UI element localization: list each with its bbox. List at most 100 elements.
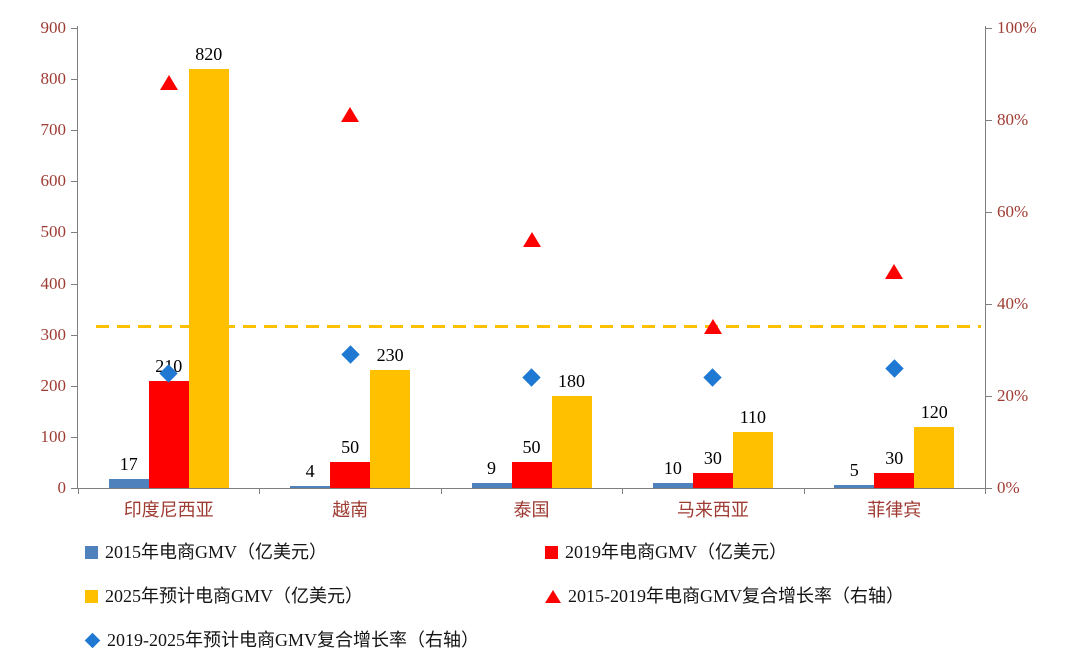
y-axis-left-tick-label: 400 [40, 273, 67, 293]
legend-label: 2019-2025年预计电商GMV复合增长率（右轴） [107, 630, 479, 650]
y-axis-left-tick [71, 28, 77, 29]
y-axis-left-tick-label: 600 [40, 171, 67, 191]
x-axis-tick [440, 488, 442, 494]
bar-value-label: 120 [920, 401, 948, 422]
cagr-2019-2025-diamond-marker [703, 368, 723, 387]
bar-value-label: 820 [195, 43, 223, 64]
category-label: 马来西亚 [676, 500, 749, 520]
legend-label: 2025年预计电商GMV（亿美元） [105, 586, 364, 606]
bar-value-label: 17 [119, 454, 138, 475]
y-axis-left-line [77, 26, 78, 489]
legend-label: 2015年电商GMV（亿美元） [105, 542, 328, 562]
bar-gmv2015 [108, 479, 149, 488]
legend-item-gmv2019: 2019年电商GMV（亿美元） [545, 542, 904, 562]
bar-gmv2025 [551, 396, 592, 488]
bar-value-label: 50 [341, 437, 360, 458]
y-axis-right-tick [986, 120, 992, 121]
legend-label: 2015-2019年电商GMV复合增长率（右轴） [568, 586, 904, 606]
legend-label: 2019年电商GMV（亿美元） [565, 542, 788, 562]
bar-gmv2025 [732, 431, 773, 488]
bar-gmv2015 [834, 485, 875, 488]
category-label: 越南 [332, 500, 369, 520]
bar-gmv2019 [692, 472, 733, 488]
bar-value-label: 4 [305, 460, 315, 481]
legend-square-icon [85, 589, 98, 603]
x-axis-tick [622, 488, 624, 494]
y-axis-right-tick-label: 100% [997, 18, 1037, 37]
y-axis-left-tick-label: 100 [40, 426, 67, 446]
y-axis-left-tick [71, 181, 77, 183]
legend-item-cagr1925: 2019-2025年预计电商GMV复合增长率（右轴） [84, 630, 545, 650]
x-axis-tick [803, 488, 805, 494]
bar-value-label: 230 [376, 345, 404, 366]
y-axis-right-tick-label: 0% [997, 478, 1020, 497]
bar-gmv2019 [511, 462, 552, 488]
y-axis-right-tick [986, 28, 992, 29]
y-axis-right-tick [986, 212, 992, 213]
bar-value-label: 10 [663, 457, 682, 478]
y-axis-left-tick-label: 300 [40, 324, 67, 344]
y-axis-left-tick [71, 232, 77, 234]
legend-square-icon [545, 545, 558, 559]
cagr-2015-2019-triangle-marker [159, 75, 178, 91]
y-axis-left-tick-label: 500 [40, 222, 67, 242]
legend: 2015年电商GMV（亿美元） 2019年电商GMV（亿美元） 2025年预计电商G… [84, 542, 904, 650]
cagr-2015-2019-triangle-marker [703, 319, 722, 334]
y-axis-left-tick [71, 436, 77, 438]
category-label: 印度尼西亚 [123, 500, 214, 520]
bar-value-label: 30 [703, 447, 722, 468]
y-axis-right-tick [986, 488, 992, 489]
y-axis-right-tick [986, 304, 992, 305]
x-axis-tick [78, 488, 79, 494]
target-dashed-line [96, 325, 981, 328]
y-axis-left-tick [71, 385, 77, 387]
cagr-2015-2019-triangle-marker [341, 107, 360, 123]
x-axis-tick [259, 488, 261, 494]
y-axis-right-tick-label: 60% [997, 202, 1029, 221]
bar-value-label: 110 [739, 406, 767, 427]
bar-gmv2019 [148, 380, 189, 488]
y-axis-left-tick-label: 700 [40, 120, 67, 140]
y-axis-right-line [985, 26, 986, 489]
x-axis-tick [985, 488, 986, 494]
bar-value-label: 180 [558, 371, 585, 391]
cagr-2019-2025-diamond-marker [885, 359, 904, 378]
y-axis-left-tick-label: 0 [57, 478, 67, 497]
y-axis-left-tick-label: 800 [40, 69, 67, 89]
y-axis-right-tick-label: 80% [997, 110, 1029, 129]
category-label: 菲律宾 [867, 500, 922, 520]
y-axis-left-tick [71, 334, 77, 336]
cagr-2015-2019-triangle-marker [885, 263, 904, 279]
bar-gmv2015 [290, 485, 331, 488]
bar-gmv2025 [370, 370, 411, 488]
legend-item-gmv2015: 2015年电商GMV（亿美元） [85, 542, 545, 562]
legend-triangle-icon [545, 589, 561, 603]
bar-gmv2015 [652, 482, 693, 488]
bar-value-label: 9 [487, 458, 496, 479]
bar-value-label: 5 [849, 460, 859, 481]
y-axis-right-tick-label: 40% [997, 294, 1029, 313]
cagr-2015-2019-triangle-marker [522, 231, 541, 247]
bar-value-label: 50 [522, 437, 541, 458]
bar-gmv2019 [874, 472, 915, 488]
category-label: 泰国 [513, 500, 550, 520]
x-axis-line [77, 488, 986, 489]
legend-item-cagr1519: 2015-2019年电商GMV复合增长率（右轴） [545, 586, 904, 606]
y-axis-left-tick [71, 283, 77, 285]
y-axis-left-tick-label: 200 [40, 375, 67, 395]
y-axis-left-tick-label: 900 [40, 18, 67, 37]
y-axis-left-tick [71, 79, 77, 81]
bar-gmv2025 [188, 68, 229, 488]
y-axis-right-tick [986, 396, 992, 397]
bar-gmv2015 [471, 483, 512, 488]
legend-square-icon [85, 545, 98, 559]
y-axis-left-tick [71, 488, 77, 489]
legend-item-gmv2025: 2025年预计电商GMV（亿美元） [85, 586, 545, 606]
bar-gmv2019 [330, 462, 371, 488]
bar-gmv2025 [914, 426, 955, 488]
bar-value-label: 30 [885, 447, 904, 468]
legend-diamond-icon [84, 632, 101, 648]
y-axis-right-tick-label: 20% [997, 386, 1029, 405]
y-axis-left-tick [71, 130, 77, 132]
